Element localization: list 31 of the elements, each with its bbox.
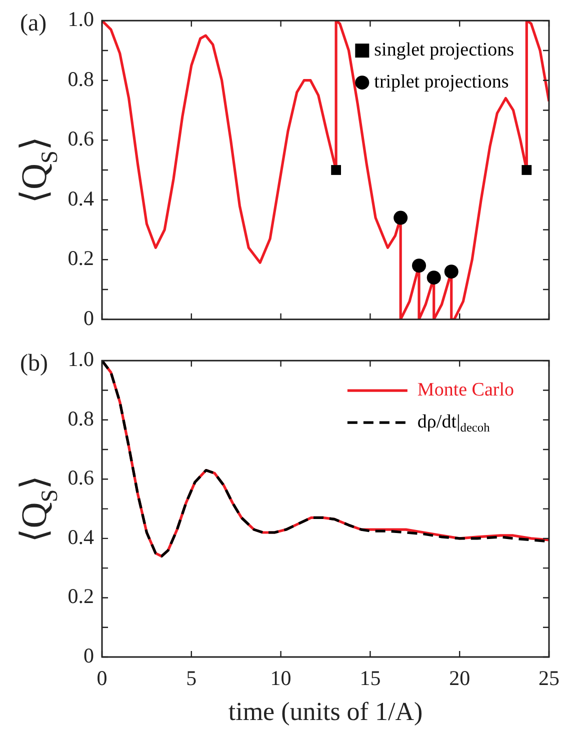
point [412,258,426,273]
y-tick-label: 0 [84,644,94,668]
chart-title: (b) [20,350,48,377]
legend-label: singlet projections [374,40,514,61]
legend-label: Monte Carlo [417,380,514,401]
y-tick-label: 0.8 [68,406,94,430]
x-tick-label: 25 [538,666,560,690]
y-axis-title: ⟨QS⟩ [14,136,63,204]
point [522,165,532,175]
y-tick-label: 0.2 [68,246,94,270]
x-tick-label: 20 [449,666,470,690]
x-tick-label: 5 [186,666,197,690]
legend-label: triplet projections [374,72,509,93]
point [331,165,341,175]
x-tick-label: 15 [360,666,381,690]
y-tick-label: 1.0 [68,347,94,372]
y-tick-label: 0 [84,306,94,330]
y-tick-label: 0.4 [68,524,94,549]
x-axis-title: time (units of 1/A) [228,697,423,726]
y-tick-label: 1.0 [68,7,94,32]
point [444,264,458,279]
x-tick-label: 10 [270,666,292,690]
y-tick-label: 0.8 [68,66,94,91]
y-tick-label: 0.6 [68,126,94,151]
point [394,210,408,225]
chart-title: (a) [20,10,47,37]
y-tick-label: 0.4 [68,186,94,210]
point [426,270,441,285]
y-tick-label: 0.6 [68,466,94,490]
y-axis-title: ⟨QS⟩ [14,475,63,542]
y-tick-label: 0.2 [68,584,94,608]
